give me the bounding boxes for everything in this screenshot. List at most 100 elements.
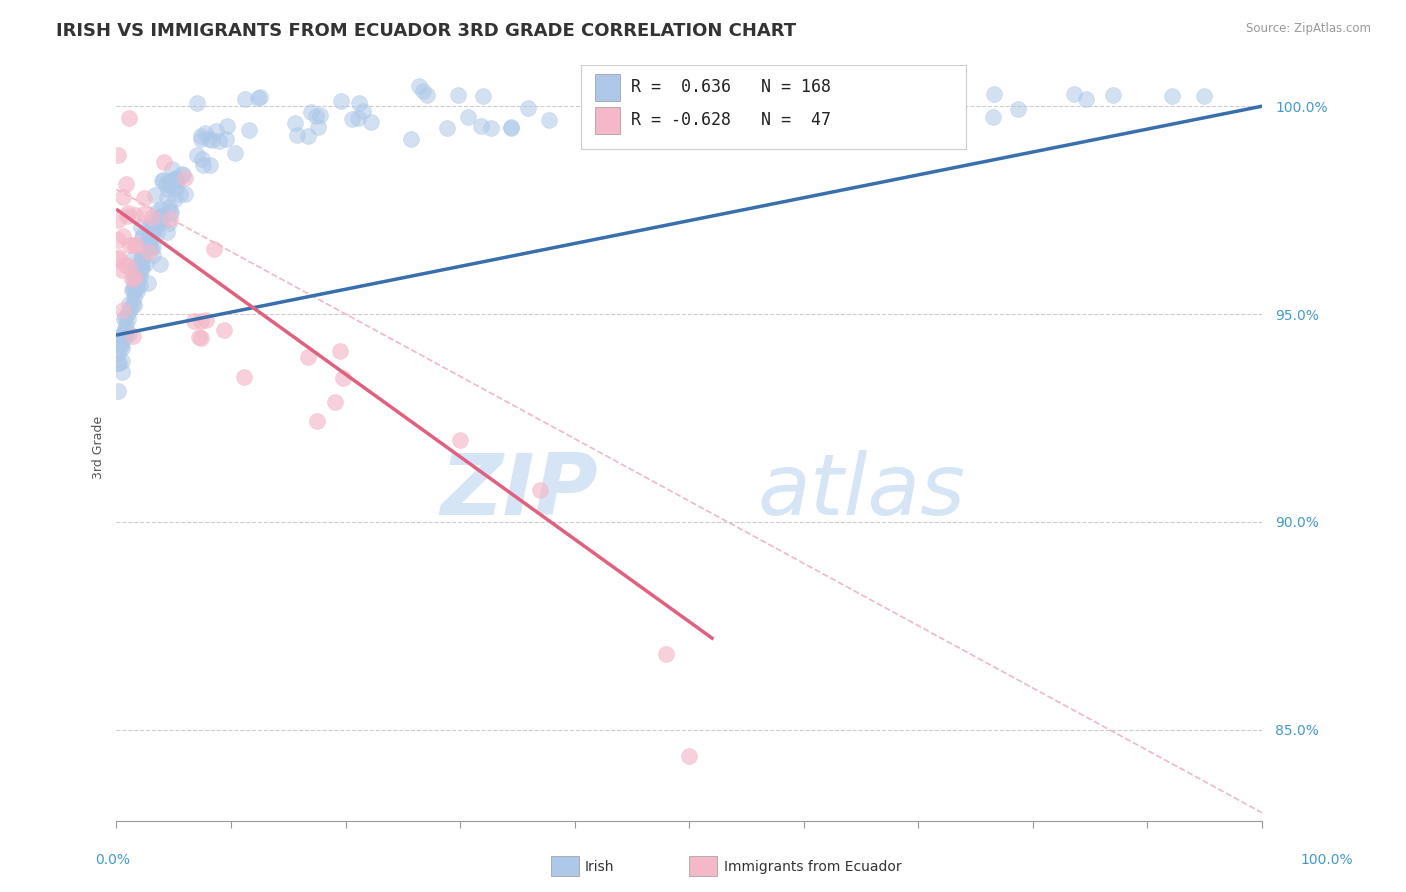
Point [169,186,191,201]
Point [112,312,135,326]
Point [125,284,148,298]
Point [114,258,136,272]
Point [679,96,702,111]
Point [903,94,925,108]
Point [157,174,180,188]
Text: IRISH VS IMMIGRANTS FROM ECUADOR 3RD GRADE CORRELATION CHART: IRISH VS IMMIGRANTS FROM ECUADOR 3RD GRA… [56,22,796,40]
Point [124,265,146,279]
Point [146,227,169,241]
Point [136,234,159,248]
Point [197,132,219,146]
Point [917,79,939,94]
Point [141,226,163,240]
Point [122,274,145,288]
Point [160,205,183,219]
Point [118,297,141,311]
Point [159,178,181,192]
Y-axis label: 3rd Grade: 3rd Grade [93,416,105,478]
Point [112,333,135,347]
Point [479,121,502,136]
Point [186,148,208,162]
Point [1161,89,1184,103]
Point [108,356,131,370]
Point [470,120,492,134]
Point [307,414,329,428]
Point [114,310,136,325]
Text: Immigrants from Ecuador: Immigrants from Ecuador [724,860,901,874]
Point [329,344,352,359]
Point [132,207,155,221]
Point [132,191,155,205]
Point [150,174,173,188]
Point [117,205,139,219]
Point [111,354,134,368]
Point [247,91,270,105]
Point [107,252,129,267]
Point [198,158,221,172]
Point [287,128,309,142]
Point [132,227,155,242]
Point [172,167,194,181]
Point [139,238,162,252]
Point [108,250,131,264]
Point [107,346,129,360]
Point [174,171,197,186]
Point [201,133,224,147]
Point [153,155,176,169]
Point [801,78,824,93]
Point [121,283,143,297]
Point [349,95,371,110]
Point [156,190,179,204]
Point [165,181,187,195]
Point [124,208,146,222]
Point [128,267,150,281]
Point [190,132,212,146]
Point [718,116,741,130]
Text: ZIP: ZIP [440,450,598,533]
Point [163,170,186,185]
Point [146,204,169,219]
Text: Irish: Irish [585,860,614,874]
Point [118,111,141,125]
Point [202,242,225,256]
Point [194,126,217,140]
Point [131,252,153,267]
Point [149,209,172,223]
Point [159,212,181,227]
Point [983,87,1005,101]
Point [1192,88,1215,103]
Point [142,218,165,232]
Point [330,94,353,108]
Point [110,339,132,353]
Point [155,177,177,191]
Point [114,323,136,337]
Point [121,266,143,280]
Point [160,173,183,187]
Point [352,103,374,118]
Point [131,231,153,245]
Point [1007,102,1029,116]
Point [145,215,167,229]
Point [138,244,160,259]
Point [323,395,346,409]
Point [139,226,162,240]
Point [124,284,146,298]
Point [165,172,187,186]
Point [122,289,145,303]
Point [125,263,148,277]
Point [152,172,174,186]
Point [128,260,150,275]
Point [156,182,179,196]
Point [695,86,717,100]
Point [118,237,141,252]
Point [172,168,194,182]
Point [165,174,187,188]
Point [146,218,169,232]
Point [125,238,148,252]
Point [449,433,471,447]
Text: atlas: atlas [758,450,966,533]
Point [141,215,163,229]
Point [112,189,135,203]
Point [297,128,319,143]
Text: R =  0.636   N = 168: R = 0.636 N = 168 [631,78,831,95]
